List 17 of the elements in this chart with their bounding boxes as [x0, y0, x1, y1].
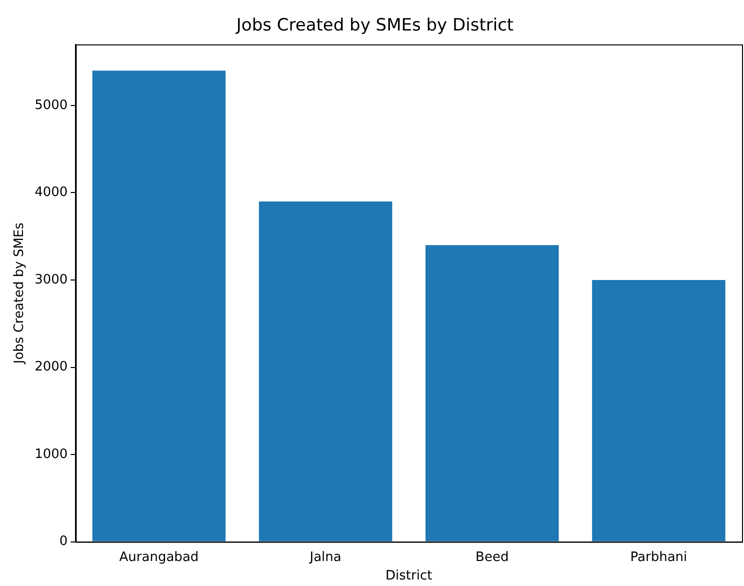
y-tick-label: 4000 [34, 185, 68, 200]
y-axis-title: Jobs Created by SMEs [12, 222, 28, 365]
bar [592, 280, 726, 542]
x-tick-label: Aurangabad [119, 550, 199, 565]
chart-title: Jobs Created by SMEs by District [235, 16, 514, 36]
y-tick-label: 1000 [34, 446, 68, 462]
y-tick-label: 2000 [34, 360, 68, 375]
bar [258, 201, 392, 542]
y-tick-label: 5000 [34, 98, 68, 113]
x-tick-label: Beed [476, 550, 509, 565]
y-tick-label: 0 [59, 534, 68, 550]
bar [92, 70, 226, 542]
x-tick-label: Parbhani [630, 550, 688, 565]
bar [426, 245, 559, 542]
y-tick-label: 3000 [34, 272, 68, 288]
x-axis-title: District [385, 568, 432, 584]
x-tick-label: Jalna [308, 550, 342, 565]
